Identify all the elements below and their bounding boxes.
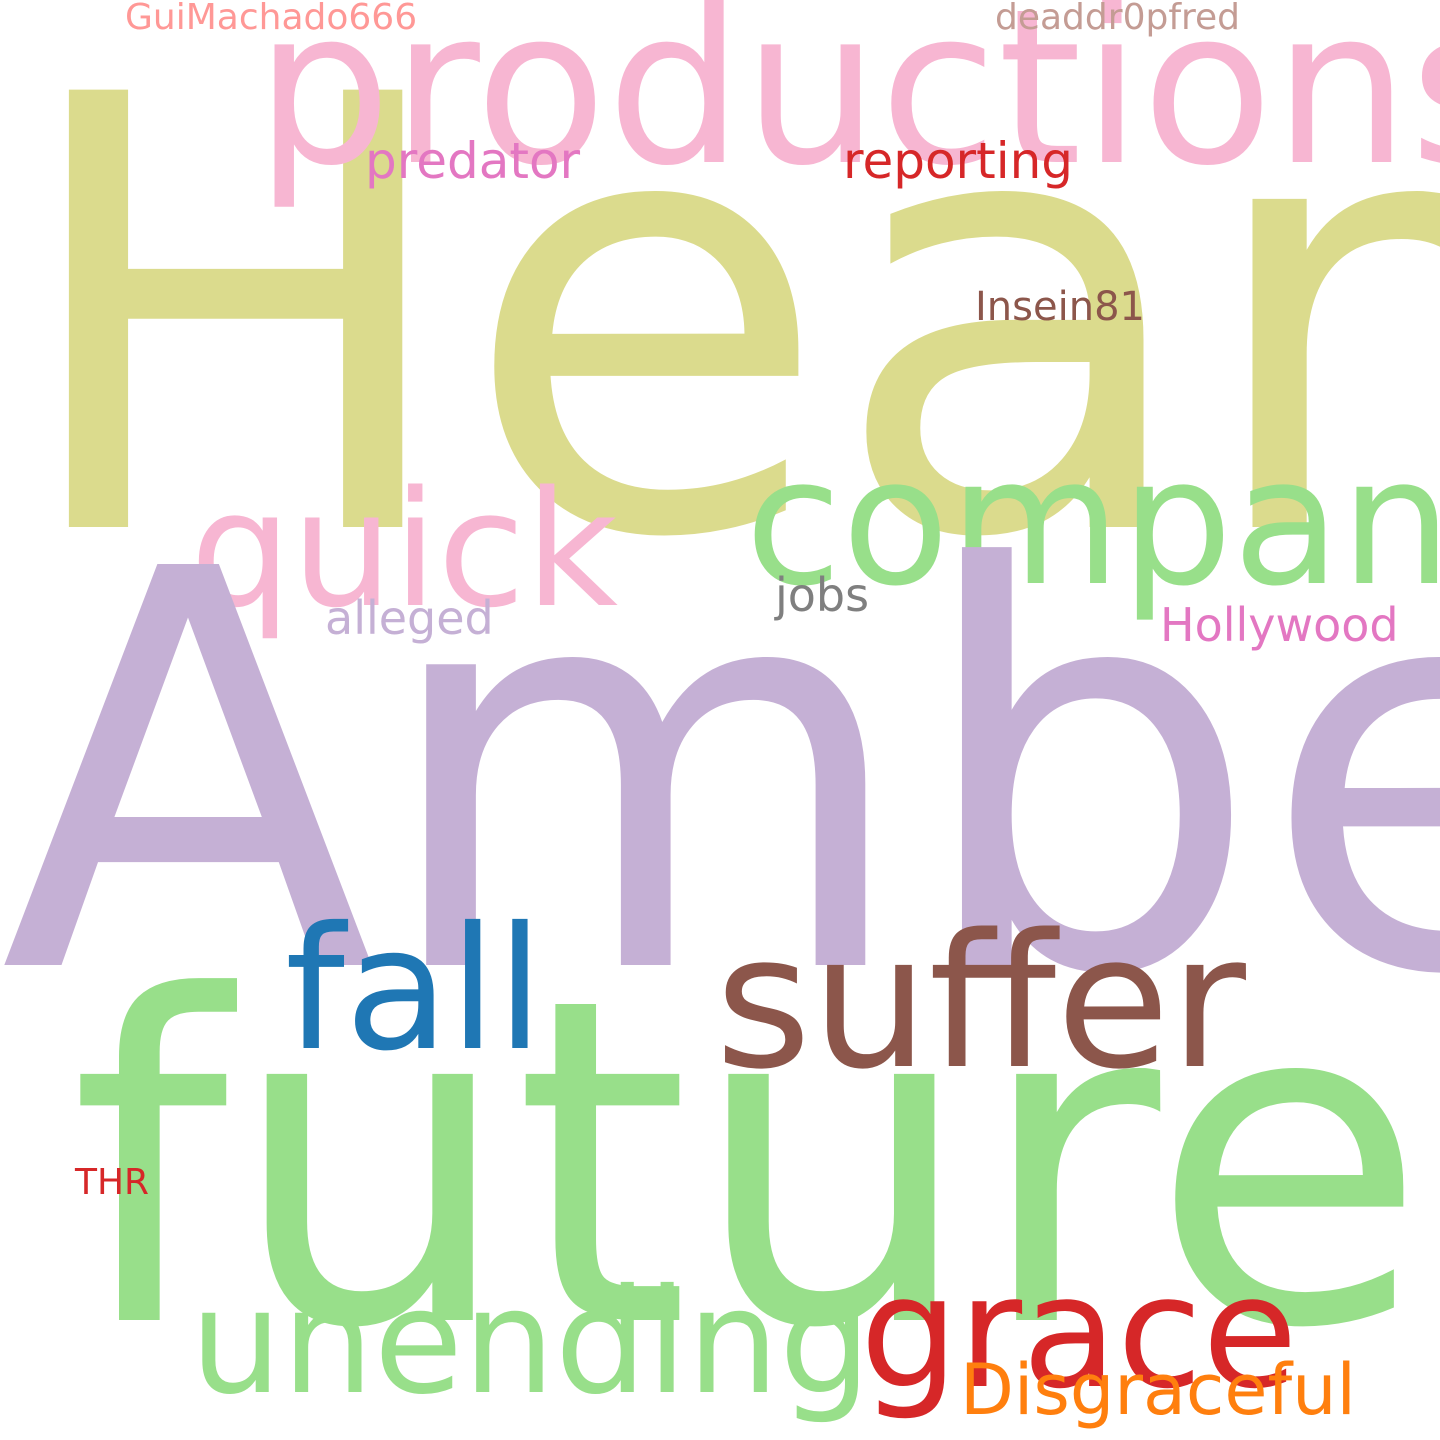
word-reporting: reporting xyxy=(843,132,1074,190)
word-alleged: alleged xyxy=(325,591,494,645)
word-heard: Heard xyxy=(10,0,1440,669)
word-company: company xyxy=(745,420,1440,625)
word-thr: THR xyxy=(75,1162,150,1203)
word-guimachado666: GuiMachado666 xyxy=(125,0,418,38)
word-amber: Amber xyxy=(0,454,1440,1095)
word-jobs: jobs xyxy=(775,568,870,622)
word-predator: predator xyxy=(365,132,581,190)
word-disgraceful: Disgraceful xyxy=(960,1349,1356,1431)
word-future: future xyxy=(70,903,1428,1427)
word-insein81: Insein81 xyxy=(975,284,1145,330)
word-productions: productions xyxy=(255,0,1440,213)
word-deaddr0pfred: deaddr0pfred xyxy=(995,0,1241,38)
word-quick: quick xyxy=(190,456,619,643)
word-grace: grace xyxy=(860,1242,1298,1423)
word-hollywood: Hollywood xyxy=(1160,598,1399,652)
word-fall: fall xyxy=(285,891,544,1089)
word-unending: unending xyxy=(190,1258,872,1427)
word-suffer: suffer xyxy=(715,894,1246,1110)
